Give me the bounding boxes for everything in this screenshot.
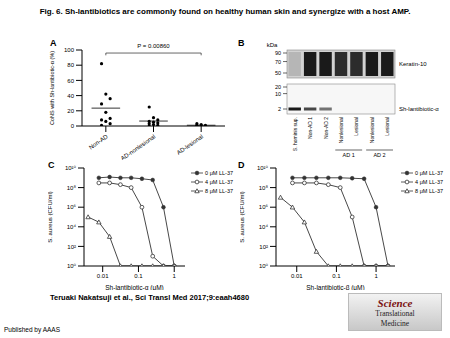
html-text:Published by AAAS: Published by AAAS — [4, 326, 60, 333]
html-text:D: D — [238, 160, 245, 170]
svg-text:Non-AD: Non-AD — [88, 133, 109, 151]
html-text:Teruaki Nakatsuji et al., Sci: Teruaki Nakatsuji et al., Sci Transl Med… — [50, 293, 250, 302]
html-text:0 μM LL-37: 0 μM LL-37 — [205, 169, 233, 176]
svg-text:1: 1 — [173, 273, 177, 279]
svg-text:1: 1 — [374, 273, 378, 279]
svg-text:10²: 10² — [67, 244, 76, 250]
svg-text:AD 1: AD 1 — [343, 152, 355, 158]
svg-text:Sh-lantibiotic-β (μM): Sh-lantibiotic-β (μM) — [306, 284, 364, 290]
svg-text:0.1: 0.1 — [332, 273, 341, 279]
html-text:Medicine: Medicine — [380, 319, 410, 328]
svg-text:AD-lesional: AD-lesional — [176, 133, 205, 156]
svg-text:60: 60 — [67, 78, 74, 84]
html-text:A: A — [50, 38, 57, 48]
svg-text:Lesional: Lesional — [384, 117, 390, 136]
svg-text:50: 50 — [275, 70, 281, 76]
svg-text:Nonlesional: Nonlesional — [369, 117, 375, 143]
svg-text:AD-nonlesional: AD-nonlesional — [120, 133, 157, 160]
svg-text:Non-AD 2: Non-AD 2 — [323, 117, 329, 139]
svg-text:10¹⁰: 10¹⁰ — [257, 165, 269, 171]
svg-text:S. aureus (CFU/ml): S. aureus (CFU/ml) — [48, 191, 53, 243]
html-text:8 μM LL-37: 8 μM LL-37 — [205, 187, 233, 194]
svg-text:10¹⁰: 10¹⁰ — [65, 165, 77, 171]
svg-text:Sh-lantibiotic-α: Sh-lantibiotic-α — [399, 106, 439, 112]
svg-text:CoNS with Sh-lantibiotic-α (%): CoNS with Sh-lantibiotic-α (%) — [49, 51, 55, 125]
svg-text:S. aureus (CFU/ml): S. aureus (CFU/ml) — [240, 191, 245, 243]
svg-text:0.1: 0.1 — [134, 273, 143, 279]
svg-text:10⁰: 10⁰ — [67, 263, 77, 269]
svg-text:Keratin-10: Keratin-10 — [399, 61, 427, 67]
svg-text:10⁰: 10⁰ — [259, 263, 269, 269]
svg-text:20: 20 — [67, 108, 74, 114]
svg-text:0.01: 0.01 — [97, 273, 109, 279]
html-text:Fig. 6. Sh-lantibiotics are co: Fig. 6. Sh-lantibiotics are commonly fou… — [39, 7, 411, 16]
svg-text:10: 10 — [275, 91, 281, 97]
svg-text:70: 70 — [275, 59, 281, 65]
html-text:0 μM LL-37: 0 μM LL-37 — [415, 169, 443, 176]
svg-text:10⁶: 10⁶ — [259, 204, 269, 210]
svg-text:80: 80 — [67, 62, 74, 68]
svg-text:10⁸: 10⁸ — [259, 185, 269, 191]
svg-text:Lesional: Lesional — [353, 117, 359, 136]
svg-text:P = 0.00860: P = 0.00860 — [137, 43, 170, 49]
svg-text:40: 40 — [67, 93, 74, 99]
svg-text:10⁸: 10⁸ — [67, 185, 77, 191]
html-text:4 μM LL-37: 4 μM LL-37 — [205, 178, 233, 185]
svg-text:Sh-lantibiotic-α (μM): Sh-lantibiotic-α (μM) — [105, 284, 163, 290]
svg-text:AD 2: AD 2 — [373, 152, 385, 158]
svg-text:2: 2 — [278, 106, 281, 112]
svg-text:0: 0 — [71, 123, 75, 129]
svg-text:10²: 10² — [259, 244, 268, 250]
svg-text:100: 100 — [64, 47, 75, 53]
html-text:C: C — [48, 160, 55, 170]
svg-text:S. hominis sup.: S. hominis sup. — [292, 117, 298, 151]
html-text:Translational: Translational — [375, 309, 415, 318]
svg-text:10⁴: 10⁴ — [259, 224, 269, 230]
html-text:4 μM LL-37: 4 μM LL-37 — [415, 178, 443, 185]
svg-text:Non-AD 1: Non-AD 1 — [307, 117, 313, 139]
svg-text:kDa: kDa — [267, 42, 278, 48]
svg-text:10⁶: 10⁶ — [67, 204, 77, 210]
svg-text:0.01: 0.01 — [291, 273, 303, 279]
html-text:Science: Science — [377, 297, 413, 309]
svg-text:20: 20 — [275, 84, 281, 90]
html-text:B: B — [238, 38, 245, 48]
svg-text:90: 90 — [275, 50, 281, 56]
svg-text:Nonlesional: Nonlesional — [338, 117, 344, 143]
html-text:8 μM LL-37: 8 μM LL-37 — [415, 187, 443, 194]
svg-text:10⁴: 10⁴ — [67, 224, 77, 230]
